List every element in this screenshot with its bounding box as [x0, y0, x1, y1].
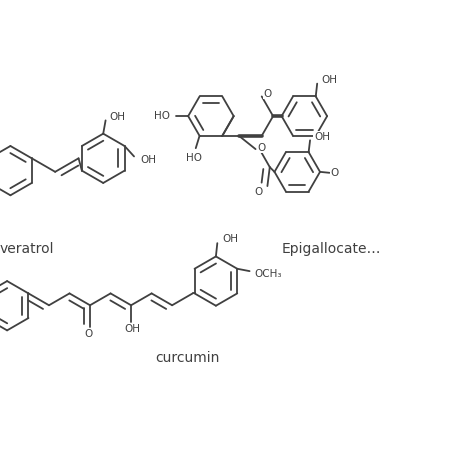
Text: OH: OH: [321, 75, 337, 85]
Text: O: O: [330, 168, 338, 178]
Text: HO: HO: [154, 111, 170, 121]
Text: OH: OH: [222, 234, 238, 245]
Text: O: O: [257, 143, 265, 153]
Text: Epigallocate…: Epigallocate…: [282, 242, 382, 256]
Text: OCH₃: OCH₃: [255, 269, 282, 280]
Text: HO: HO: [186, 153, 202, 163]
Text: OH: OH: [314, 131, 330, 142]
Text: veratrol: veratrol: [0, 242, 55, 256]
Text: O: O: [264, 89, 272, 99]
Text: OH: OH: [109, 111, 126, 122]
Text: curcumin: curcumin: [155, 351, 219, 365]
Text: O: O: [255, 187, 263, 197]
Text: O: O: [84, 329, 93, 339]
Text: OH: OH: [140, 155, 156, 165]
Text: OH: OH: [124, 324, 140, 335]
